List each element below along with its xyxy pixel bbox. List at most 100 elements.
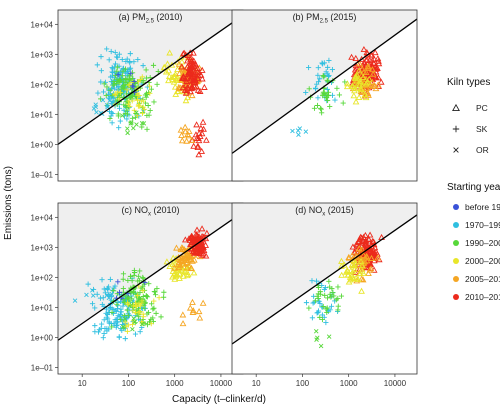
legend-marker-triangle bbox=[452, 103, 460, 112]
data-point bbox=[135, 56, 141, 63]
data-point bbox=[296, 132, 301, 138]
data-point bbox=[118, 317, 124, 323]
data-point bbox=[303, 89, 309, 96]
data-point bbox=[179, 320, 187, 327]
data-point bbox=[318, 106, 324, 112]
data-point bbox=[373, 63, 381, 70]
data-point bbox=[313, 278, 320, 284]
data-point bbox=[375, 74, 382, 81]
data-point bbox=[187, 58, 195, 65]
data-point bbox=[189, 257, 196, 264]
data-point bbox=[324, 94, 330, 101]
data-point bbox=[197, 124, 205, 131]
data-point bbox=[335, 295, 341, 302]
data-point bbox=[137, 289, 143, 296]
data-point bbox=[143, 94, 149, 100]
data-point bbox=[164, 60, 171, 67]
shaded-region bbox=[232, 10, 417, 154]
data-point bbox=[338, 293, 345, 299]
data-point bbox=[148, 321, 154, 327]
data-point bbox=[328, 303, 335, 309]
reference-line bbox=[58, 14, 243, 145]
data-point bbox=[131, 272, 137, 279]
data-point bbox=[334, 85, 340, 91]
legend-kiln-label: SK bbox=[476, 124, 488, 134]
data-point bbox=[146, 83, 153, 89]
data-point bbox=[116, 334, 122, 340]
y-tick-label: 1e+01 bbox=[31, 303, 54, 312]
data-point bbox=[358, 261, 366, 269]
data-point bbox=[365, 269, 372, 276]
data-point bbox=[119, 73, 125, 79]
data-point bbox=[127, 94, 133, 100]
data-point bbox=[198, 225, 206, 232]
data-point bbox=[322, 292, 328, 298]
data-point bbox=[146, 112, 152, 118]
data-point bbox=[196, 87, 204, 94]
data-points bbox=[303, 231, 385, 349]
data-point bbox=[122, 66, 129, 72]
data-point bbox=[108, 113, 114, 119]
data-point bbox=[140, 104, 146, 110]
data-point bbox=[99, 321, 105, 327]
data-point bbox=[140, 274, 146, 281]
data-point bbox=[202, 252, 210, 259]
data-point bbox=[314, 102, 321, 109]
legend-year-item: 1990–2000 bbox=[453, 238, 500, 248]
data-point bbox=[369, 237, 377, 244]
data-point bbox=[122, 316, 128, 322]
data-point bbox=[357, 257, 365, 264]
data-point bbox=[358, 65, 366, 72]
data-point bbox=[116, 96, 122, 102]
data-point bbox=[122, 319, 128, 325]
data-point bbox=[324, 305, 330, 311]
data-point bbox=[112, 61, 119, 67]
data-point bbox=[197, 71, 205, 78]
panel-title-prefix: (c) NO bbox=[121, 205, 148, 215]
data-point bbox=[365, 75, 373, 82]
data-point bbox=[109, 69, 115, 75]
data-point bbox=[126, 76, 132, 83]
data-point bbox=[116, 51, 122, 57]
data-point bbox=[162, 68, 170, 75]
legend: Kiln types PC SK OR Starting year before 1… bbox=[447, 77, 500, 302]
panel-frame bbox=[231, 9, 418, 182]
data-point bbox=[141, 305, 147, 311]
panel-title-suffix: (2010) bbox=[154, 12, 183, 22]
data-point bbox=[345, 254, 353, 261]
data-point bbox=[331, 293, 337, 299]
data-point bbox=[344, 80, 351, 87]
data-point bbox=[101, 81, 107, 87]
data-point bbox=[325, 64, 331, 70]
data-point bbox=[117, 78, 123, 84]
data-point bbox=[356, 77, 364, 84]
data-point bbox=[203, 229, 211, 236]
data-point bbox=[338, 271, 346, 278]
data-point bbox=[124, 56, 130, 62]
data-point bbox=[363, 257, 371, 264]
data-point bbox=[148, 86, 154, 92]
data-point bbox=[202, 241, 210, 248]
data-point bbox=[120, 324, 126, 330]
data-point bbox=[189, 72, 197, 79]
data-point bbox=[187, 68, 195, 75]
data-point bbox=[195, 308, 203, 315]
data-point bbox=[362, 94, 370, 101]
data-point bbox=[186, 304, 194, 311]
data-point bbox=[335, 307, 341, 313]
y-tick-label: 1e–01 bbox=[31, 170, 54, 179]
data-point bbox=[134, 110, 139, 115]
data-point bbox=[366, 56, 374, 63]
data-point bbox=[180, 246, 188, 253]
data-point bbox=[151, 99, 157, 105]
data-point bbox=[351, 84, 359, 91]
data-point bbox=[315, 335, 320, 340]
data-point bbox=[140, 288, 146, 294]
data-point bbox=[356, 60, 363, 67]
data-point bbox=[318, 291, 324, 297]
data-point bbox=[112, 91, 118, 97]
data-point bbox=[198, 75, 206, 82]
data-point bbox=[104, 292, 110, 298]
data-point bbox=[144, 84, 150, 90]
data-point bbox=[90, 293, 96, 298]
